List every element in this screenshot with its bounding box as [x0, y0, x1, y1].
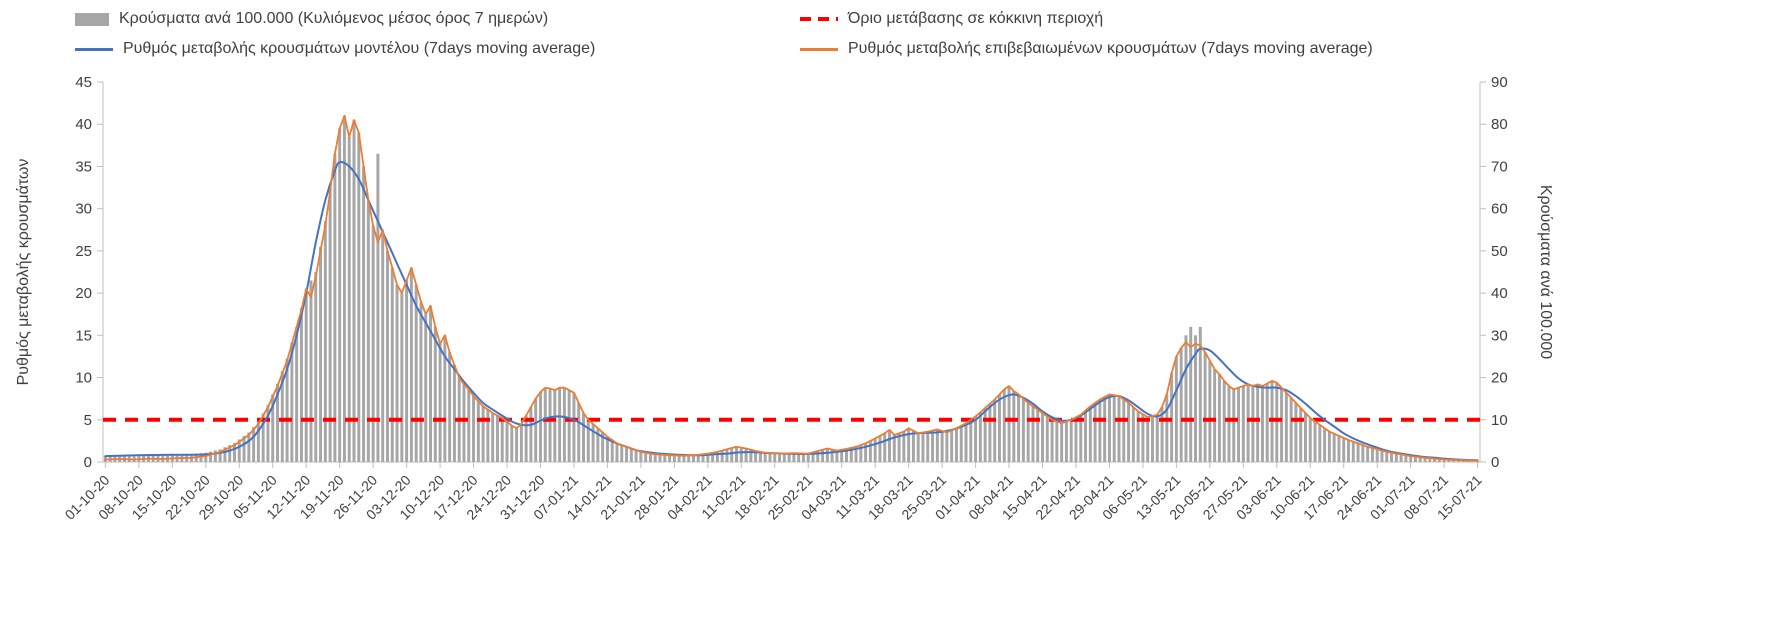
- blue-line-swatch-icon: [75, 47, 113, 51]
- right-axis-title: Κρούσματα ανά 100.000: [1537, 184, 1554, 360]
- legend-label-confirmed-rate: Ρυθμός μεταβολής επιβεβαιωμένων κρουσμάτ…: [848, 40, 1373, 57]
- line-series: [103, 114, 1480, 462]
- bar-swatch-icon: [75, 12, 109, 26]
- y-left-tick-label: 25: [75, 243, 92, 260]
- left-axis-title: Ρυθμός μεταβολής κρουσμάτων: [15, 158, 32, 386]
- y-left-tick-label: 35: [75, 158, 92, 175]
- y-right-tick-label: 60: [1491, 201, 1508, 218]
- legend-label-model-rate: Ρυθμός μεταβολής κρουσμάτων μοντέλου (7d…: [123, 40, 596, 57]
- y-left-tick-label: 40: [75, 116, 92, 133]
- y-left-tick-label: 0: [84, 454, 92, 471]
- legend-item-confirmed-rate: Ρυθμός μεταβολής επιβεβαιωμένων κρουσμάτ…: [800, 40, 1373, 58]
- legend-item-model-rate: Ρυθμός μεταβολής κρουσμάτων μοντέλου (7d…: [75, 40, 595, 58]
- confirmed-line: [104, 114, 1479, 462]
- y-right-tick-label: 10: [1491, 412, 1508, 429]
- y-left-tick-label: 15: [75, 327, 92, 344]
- y-right-tick-label: 90: [1491, 74, 1508, 91]
- y-right-tick-label: 20: [1491, 370, 1508, 387]
- y-right-tick-label: 70: [1491, 158, 1508, 175]
- legend-item-red-threshold: Όριο μετάβασης σε κόκκινη περιοχή: [800, 10, 1103, 28]
- bars-series: [103, 115, 1480, 463]
- y-left-tick-label: 10: [75, 370, 92, 387]
- y-right-tick-label: 80: [1491, 116, 1508, 133]
- orange-line-swatch-icon: [800, 47, 838, 51]
- model-line: [104, 161, 1479, 462]
- y-right-tick-label: 40: [1491, 285, 1508, 302]
- dashed-line-swatch-icon: [800, 17, 838, 21]
- legend-label-cases-per-100k: Κρούσματα ανά 100.000 (Κυλιόμενος μέσος …: [119, 10, 549, 27]
- y-left-tick-label: 30: [75, 201, 92, 218]
- y-right-tick-label: 0: [1491, 454, 1499, 471]
- legend-label-red-threshold: Όριο μετάβασης σε κόκκινη περιοχή: [848, 10, 1104, 27]
- y-left-tick-label: 5: [84, 412, 92, 429]
- y-left-tick-label: 20: [75, 285, 92, 302]
- legend-item-cases-per-100k: Κρούσματα ανά 100.000 (Κυλιόμενος μέσος …: [75, 10, 548, 28]
- y-right-tick-label: 30: [1491, 327, 1508, 344]
- y-right-tick-label: 50: [1491, 243, 1508, 260]
- y-left-tick-label: 45: [75, 74, 92, 91]
